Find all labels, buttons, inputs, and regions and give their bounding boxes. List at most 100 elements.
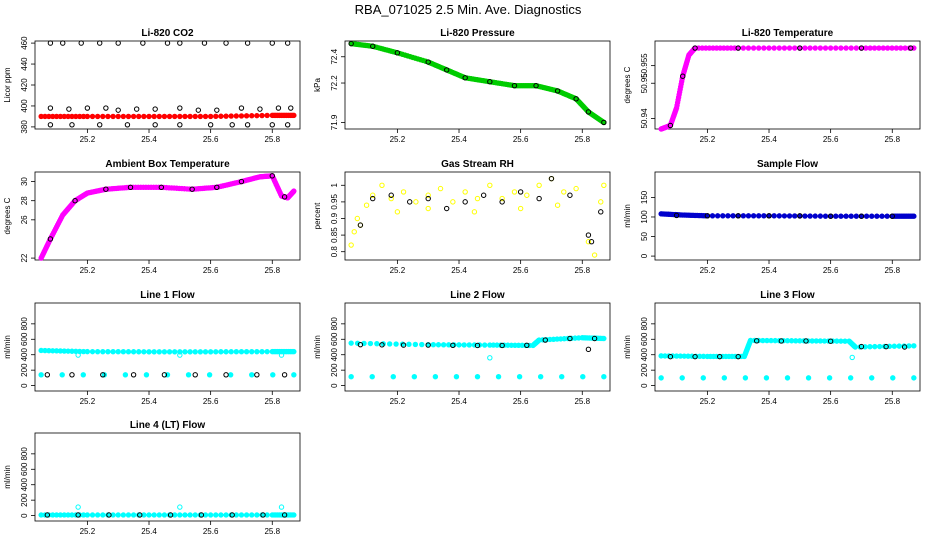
- y-tick-label: 800: [20, 317, 29, 331]
- data-point: [853, 213, 860, 219]
- data-point: [753, 338, 760, 344]
- data-point: [394, 50, 401, 56]
- series-main: [38, 512, 297, 518]
- data-point: [425, 59, 431, 65]
- plot-frame: [344, 302, 611, 392]
- data-point: [838, 45, 844, 51]
- y-tick-label: 800: [20, 447, 29, 461]
- chart-title: Line 3 Flow: [760, 290, 815, 301]
- data-point: [517, 205, 524, 212]
- data-point: [380, 341, 386, 347]
- data-point: [827, 338, 834, 344]
- data-point: [802, 45, 808, 51]
- data-point: [275, 105, 282, 111]
- data-point: [740, 213, 747, 219]
- y-axis-label: percent: [313, 202, 322, 229]
- y-tick-label: 400: [20, 478, 29, 492]
- y-tick-label: 50.955: [640, 53, 649, 78]
- x-tick-label: 25.4: [761, 397, 777, 406]
- data-point: [198, 512, 205, 518]
- data-point: [257, 106, 263, 112]
- data-point: [704, 213, 711, 219]
- data-point: [161, 113, 168, 120]
- data-point: [812, 45, 818, 51]
- data-point: [177, 105, 183, 111]
- data-point: [896, 343, 902, 349]
- data-point: [177, 122, 183, 128]
- data-point: [435, 342, 442, 348]
- data-point: [601, 335, 607, 342]
- data-point: [721, 375, 728, 381]
- data-point: [786, 45, 793, 51]
- x-tick-label: 25.4: [451, 135, 467, 144]
- data-point: [812, 213, 818, 219]
- data-point: [141, 349, 147, 355]
- data-point: [745, 45, 752, 51]
- data-point: [202, 113, 209, 120]
- data-point: [244, 122, 251, 128]
- chart-co2: Li-820 CO2 Licor ppm 25.2 25.4 25.6 25.8 380 40…: [3, 28, 301, 144]
- data-point: [223, 372, 229, 378]
- data-point: [201, 40, 208, 46]
- x-tick-label: 25.8: [884, 397, 900, 406]
- y-tick-label: 30: [20, 177, 29, 186]
- chart-title: Ambient Box Temperature: [105, 159, 230, 170]
- series-main: [38, 112, 297, 120]
- data-point: [580, 374, 586, 380]
- data-point: [797, 213, 803, 219]
- data-point: [218, 512, 224, 518]
- data-point: [826, 375, 833, 381]
- data-point: [182, 512, 188, 518]
- data-point: [249, 512, 255, 518]
- y-tick-label: 400: [20, 348, 29, 362]
- x-tick-label: 25.6: [513, 397, 529, 406]
- data-point: [680, 73, 686, 79]
- data-point: [115, 349, 121, 355]
- data-point: [47, 40, 54, 46]
- data-point: [284, 122, 291, 128]
- data-point: [567, 335, 573, 342]
- data-point: [75, 352, 81, 358]
- y-tick-label: 71.9: [330, 114, 339, 130]
- x-tick-label: 25.8: [264, 135, 280, 144]
- data-point: [874, 213, 880, 219]
- y-tick-label: 800: [640, 317, 649, 331]
- x-tick-label: 25.8: [884, 135, 900, 144]
- y-tick-label: 420: [20, 78, 29, 92]
- data-point: [388, 195, 394, 202]
- x-tick-label: 25.6: [823, 397, 839, 406]
- y-tick-label: 0: [640, 253, 649, 258]
- series-check: [667, 45, 914, 129]
- data-point: [105, 348, 111, 355]
- data-point: [462, 189, 468, 195]
- data-point: [480, 192, 487, 198]
- x-tick-label: 25.8: [264, 527, 280, 536]
- plot-frame: [344, 40, 611, 130]
- x-tick-label: 25.6: [823, 135, 839, 144]
- data-point: [264, 112, 270, 119]
- series-main: [348, 175, 607, 258]
- data-point: [776, 45, 782, 51]
- y-tick-label: 26: [20, 215, 29, 224]
- data-point: [89, 348, 96, 355]
- data-point: [827, 45, 834, 51]
- data-point: [573, 185, 579, 192]
- data-point: [97, 40, 103, 46]
- data-point: [771, 45, 777, 51]
- data-point: [100, 113, 106, 120]
- data-point: [249, 372, 255, 378]
- data-point: [911, 343, 917, 349]
- data-point: [901, 344, 908, 350]
- data-point: [152, 106, 158, 112]
- data-point: [89, 113, 96, 120]
- y-tick-label: 0: [20, 383, 29, 388]
- data-point: [115, 512, 121, 518]
- data-point: [254, 112, 260, 119]
- data-point: [849, 354, 855, 361]
- data-point: [243, 348, 250, 355]
- chart-title: Gas Stream RH: [441, 159, 514, 170]
- plot-frame: [34, 302, 301, 392]
- data-point: [585, 346, 592, 353]
- data-point: [357, 341, 364, 348]
